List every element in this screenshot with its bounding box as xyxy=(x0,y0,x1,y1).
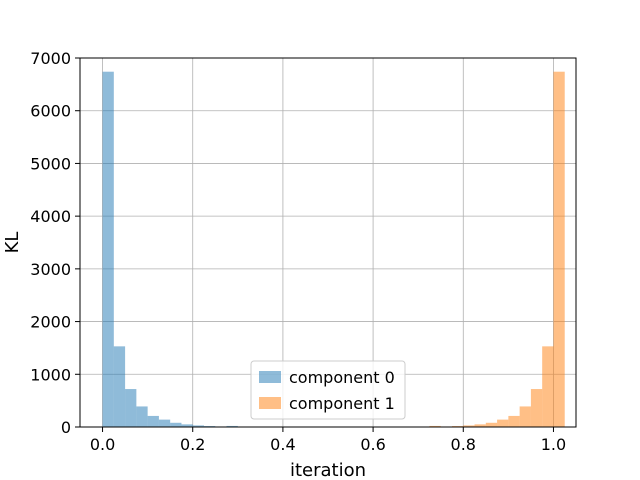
y-axis-title: KL xyxy=(2,232,23,254)
legend-label-1: component 1 xyxy=(289,394,395,413)
x-tick-label-2: 0.4 xyxy=(270,435,295,454)
bar-s1-10 xyxy=(530,389,543,427)
bar-s0-2 xyxy=(125,389,137,427)
bar-s1-8 xyxy=(508,415,520,427)
legend-swatch-1 xyxy=(259,397,281,409)
bar-s0-7 xyxy=(181,424,193,427)
x-tick-label-4: 0.8 xyxy=(451,435,476,454)
bar-s0-4 xyxy=(147,415,159,427)
bar-s0-3 xyxy=(136,406,148,427)
y-tick-label-1: 1000 xyxy=(30,365,71,384)
y-tick-label-5: 5000 xyxy=(30,154,71,173)
x-tick-label-1: 0.2 xyxy=(180,435,205,454)
bar-s0-5 xyxy=(158,419,171,427)
plot-frame xyxy=(79,57,577,428)
y-tick-label-3: 3000 xyxy=(30,260,71,279)
histogram-bars xyxy=(102,71,565,427)
legend-box xyxy=(250,360,406,420)
bar-s1-6 xyxy=(485,422,498,427)
y-tick-label-4: 4000 xyxy=(30,207,71,226)
bar-s0-0 xyxy=(102,71,114,427)
bar-s1-11 xyxy=(542,346,554,427)
bar-s1-7 xyxy=(497,419,509,427)
bar-s1-4 xyxy=(463,425,475,427)
x-tick-label-0: 0.0 xyxy=(90,435,115,454)
x-tick-label-3: 0.6 xyxy=(360,435,385,454)
legend-label-0: component 0 xyxy=(289,368,395,387)
legend-swatch-0 xyxy=(259,371,281,383)
y-tick-label-6: 6000 xyxy=(30,102,71,121)
bar-s1-9 xyxy=(519,406,531,427)
axis-ticks: 0.0 0.2 0.4 0.6 0.8 1.0 0 1000 2000 3000 4000 5000 6… xyxy=(30,49,566,454)
x-tick-label-5: 1.0 xyxy=(541,435,566,454)
bar-s0-1 xyxy=(113,346,126,427)
bar-s1-1 xyxy=(429,425,441,427)
bar-s1-5 xyxy=(474,424,486,427)
y-tick-label-2: 2000 xyxy=(30,313,71,332)
bar-s1-12 xyxy=(553,71,565,427)
series-1 xyxy=(418,71,565,427)
y-tick-label-0: 0 xyxy=(61,418,71,437)
bar-s0-8 xyxy=(192,425,204,427)
bar-s0-6 xyxy=(170,422,182,427)
y-tick-label-7: 7000 xyxy=(30,49,71,68)
x-axis-title: iteration xyxy=(290,460,366,480)
bar-s0-11 xyxy=(226,425,238,427)
legend: component 0 component 1 xyxy=(250,360,406,420)
